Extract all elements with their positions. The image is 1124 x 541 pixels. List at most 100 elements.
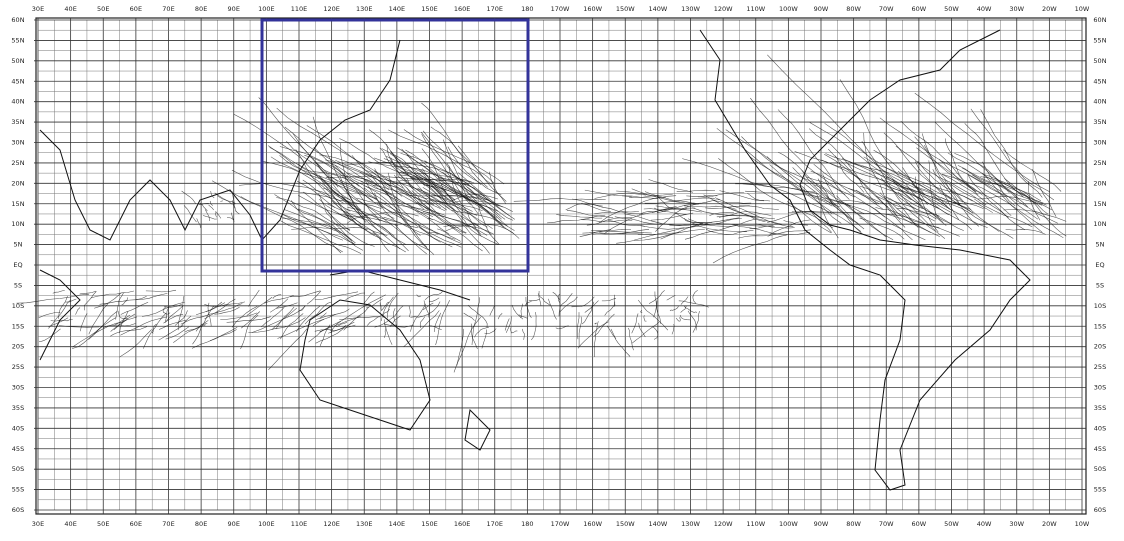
latitude-label: 15S [1094, 322, 1106, 330]
latitude-label: 35S [12, 404, 24, 412]
latitude-label: 5S [14, 281, 22, 289]
map: 30E30E40E40E50E50E60E60E70E70E80E80E90E9… [0, 0, 1124, 537]
longitude-label: 80E [195, 5, 207, 13]
longitude-label: 40W [977, 5, 992, 13]
latitude-label: 15N [11, 200, 24, 208]
latitude-label: 35S [1094, 404, 1106, 412]
latitude-label: 50N [1093, 57, 1106, 65]
longitude-label: 40E [64, 5, 76, 13]
latitude-label: 30S [12, 384, 24, 392]
latitude-label: 25S [12, 363, 24, 371]
latitude-label: 40S [12, 424, 24, 432]
latitude-label: 40N [1093, 98, 1106, 106]
latitude-label: 55S [12, 486, 24, 494]
longitude-label: 110E [291, 520, 308, 528]
longitude-label: 170W [551, 5, 570, 13]
latitude-label: 30N [11, 139, 24, 147]
longitude-label: 160E [454, 5, 471, 13]
longitude-label: 40E [64, 520, 76, 528]
longitude-label: 120W [714, 5, 733, 13]
longitude-label: 110W [746, 5, 765, 13]
latitude-label: 15S [12, 322, 24, 330]
longitude-label: 20W [1042, 520, 1057, 528]
longitude-label: 80E [195, 520, 207, 528]
longitude-label: 70E [162, 5, 174, 13]
latitude-label: 10S [12, 302, 24, 310]
latitude-label: 60N [1093, 16, 1106, 24]
longitude-label: 90W [814, 520, 829, 528]
latitude-label: 60S [12, 506, 24, 514]
page: {"map": { "longitude_labels": ["30E","40… [0, 0, 1124, 537]
latitude-label: 50S [12, 465, 24, 473]
longitude-label: 70W [879, 520, 894, 528]
latitude-label: 25N [11, 159, 24, 167]
longitude-label: 100E [258, 520, 275, 528]
longitude-label: 170E [486, 5, 503, 13]
longitude-label: 160W [583, 5, 602, 13]
latitude-label: 50N [11, 57, 24, 65]
longitude-label: 40W [977, 520, 992, 528]
longitude-label: 30W [1009, 520, 1024, 528]
longitude-label: 120E [323, 520, 340, 528]
latitude-label: 30N [1093, 139, 1106, 147]
longitude-label: 90E [228, 5, 240, 13]
longitude-label: 130W [681, 5, 700, 13]
latitude-label: 45S [12, 445, 24, 453]
longitude-label: 60E [130, 520, 142, 528]
latitude-label: 60S [1094, 506, 1106, 514]
longitude-label: 140E [389, 520, 406, 528]
longitude-label: 140E [389, 5, 406, 13]
longitude-label: 160W [583, 520, 602, 528]
longitude-label: 150W [616, 520, 635, 528]
longitude-label: 110E [291, 5, 308, 13]
longitude-label: 90W [814, 5, 829, 13]
longitude-label: 130W [681, 520, 700, 528]
latitude-label: 40N [11, 98, 24, 106]
longitude-label: 50W [944, 520, 959, 528]
latitude-label: 5S [1096, 281, 1104, 289]
longitude-label: 90E [228, 520, 240, 528]
latitude-label: 25S [1094, 363, 1106, 371]
longitude-label: 170E [486, 520, 503, 528]
longitude-label: 150W [616, 5, 635, 13]
latitude-label: 35N [11, 118, 24, 126]
latitude-label: 20N [11, 179, 24, 187]
longitude-label: 120W [714, 520, 733, 528]
latitude-label: 20N [1093, 179, 1106, 187]
longitude-label: 60W [912, 520, 927, 528]
longitude-label: 120E [323, 5, 340, 13]
latitude-label: 50S [1094, 465, 1106, 473]
longitude-label: 50E [97, 5, 109, 13]
longitude-label: 80W [846, 5, 861, 13]
latitude-label: 5N [1096, 241, 1105, 249]
latitude-label: 45N [11, 77, 24, 85]
latitude-label: 5N [14, 241, 23, 249]
longitude-label: 130E [356, 520, 373, 528]
latitude-label: 20S [1094, 343, 1106, 351]
longitude-label: 150E [421, 5, 438, 13]
longitude-label: 170W [551, 520, 570, 528]
longitude-label: 30E [32, 5, 44, 13]
longitude-label: 150E [421, 520, 438, 528]
latitude-label: 20S [12, 343, 24, 351]
longitude-label: 110W [746, 520, 765, 528]
longitude-label: 60W [912, 5, 927, 13]
longitude-label: 60E [130, 5, 142, 13]
longitude-label: 130E [356, 5, 373, 13]
longitude-label: 10W [1075, 520, 1090, 528]
latitude-label: EQ [1095, 261, 1104, 269]
longitude-label: 30W [1009, 5, 1024, 13]
longitude-label: 180 [521, 520, 533, 528]
latitude-label: 40S [1094, 424, 1106, 432]
longitude-label: 160E [454, 520, 471, 528]
map-frame [36, 18, 1086, 514]
longitude-label: 50W [944, 5, 959, 13]
latitude-label: 30S [1094, 384, 1106, 392]
latitude-label: EQ [13, 261, 22, 269]
latitude-label: 10N [11, 220, 24, 228]
latitude-label: 55N [1093, 36, 1106, 44]
longitude-label: 20W [1042, 5, 1057, 13]
longitude-label: 100E [258, 5, 275, 13]
latitude-label: 15N [1093, 200, 1106, 208]
longitude-label: 70W [879, 5, 894, 13]
